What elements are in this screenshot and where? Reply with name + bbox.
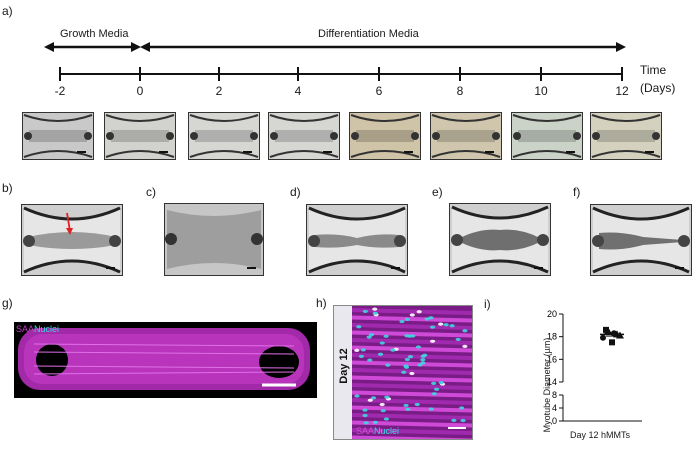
panel-f-tissue xyxy=(592,206,690,274)
timeline-thumbnail-0 xyxy=(22,112,94,160)
tick-label-3: 4 xyxy=(294,84,302,98)
data-point-0 xyxy=(603,326,609,333)
tick-label-6: 10 xyxy=(534,84,548,98)
panel-e-tissue xyxy=(451,205,549,274)
y-tick-label-4: 4 xyxy=(552,403,557,413)
tick-label-2: 2 xyxy=(215,84,223,98)
panel-c-tissue xyxy=(165,204,263,275)
diff-arrow-right-head xyxy=(616,42,626,52)
tick-label-1: 0 xyxy=(136,84,144,98)
timeline-thumbnail-1 xyxy=(104,112,176,160)
panel-f-image xyxy=(590,204,692,276)
nuclei-legend: Nuclei xyxy=(34,324,60,334)
day-sidebar xyxy=(334,306,352,439)
timeline-diagram xyxy=(44,42,626,81)
panel-h-micrograph xyxy=(351,307,472,439)
red-arrow-head xyxy=(66,228,73,235)
panel-c-image xyxy=(164,203,264,276)
differentiation-media-label: Differentiation Media xyxy=(318,28,419,40)
scale-bar xyxy=(534,267,543,269)
data-point-5 xyxy=(609,339,615,346)
tick-label-0: -2 xyxy=(54,84,66,98)
y-tick-label-14: 14 xyxy=(547,377,557,387)
timeline-thumbnail-4 xyxy=(349,112,421,160)
panel-h-image: Day 12 SAA Nuclei xyxy=(333,305,473,440)
panel-a-label: a) xyxy=(2,4,13,18)
days-label: (Days) xyxy=(640,81,676,95)
scale-bar xyxy=(247,267,256,269)
timeline-thumbnail-6 xyxy=(511,112,583,160)
tick-label-4: 6 xyxy=(375,84,383,98)
time-axis-ticks xyxy=(59,67,623,81)
tick-label-5: 8 xyxy=(456,84,464,98)
saa-legend-h: SAA xyxy=(356,426,375,436)
panel-g-image: SAA Nuclei xyxy=(14,322,317,398)
panel-g-tissue xyxy=(18,328,310,390)
panel-b-tissue xyxy=(23,206,121,274)
growth-media-label: Growth Media xyxy=(60,28,129,40)
scale-bar xyxy=(106,267,115,269)
scale-bar xyxy=(675,267,684,269)
panel-c-label: c) xyxy=(146,185,156,199)
panel-f-label: f) xyxy=(573,185,581,199)
panel-d-tissue xyxy=(308,206,406,274)
scale-bar xyxy=(391,267,400,269)
timeline-thumbnail-5 xyxy=(430,112,502,160)
tick-label-7: 12 xyxy=(615,84,629,98)
y-tick-label-0: 0 xyxy=(552,416,557,426)
growth-arrow-right-head xyxy=(131,42,141,52)
panel-d-label: d) xyxy=(290,185,301,199)
nuclei-legend-h: Nuclei xyxy=(374,426,400,436)
panel-g-label: g) xyxy=(2,296,13,310)
panel-e-label: e) xyxy=(432,185,443,199)
y-tick-label-20: 20 xyxy=(547,309,557,319)
saa-legend: SAA xyxy=(16,324,35,334)
data-point-4 xyxy=(600,334,606,341)
panel-b-image xyxy=(21,204,123,276)
panel-d-image xyxy=(306,204,408,276)
x-category-label: Day 12 hMMTs xyxy=(570,430,631,440)
myotube-diameter-chart: 20 18 16 14 8 4 0 xyxy=(547,309,642,426)
timeline-thumbnail-3 xyxy=(268,112,340,160)
y-tick-label-8: 8 xyxy=(552,390,557,400)
growth-arrow-left-head xyxy=(44,42,54,52)
diff-arrow-left-head xyxy=(140,42,150,52)
timeline-thumbnail-2 xyxy=(188,112,260,160)
timeline-thumbnail-7 xyxy=(590,112,662,160)
y-tick-label-18: 18 xyxy=(547,332,557,342)
panel-e-image xyxy=(449,203,551,276)
scale-bar xyxy=(448,427,466,429)
y-tick-label-16: 16 xyxy=(547,354,557,364)
panel-h-label: h) xyxy=(316,296,327,310)
day-12-label: Day 12 xyxy=(338,348,350,384)
time-label: Time xyxy=(640,63,667,77)
panel-i-label: i) xyxy=(484,297,491,311)
panel-b-label: b) xyxy=(2,181,13,195)
y-axis-label: Myotube Diameter (µm) xyxy=(542,337,552,433)
